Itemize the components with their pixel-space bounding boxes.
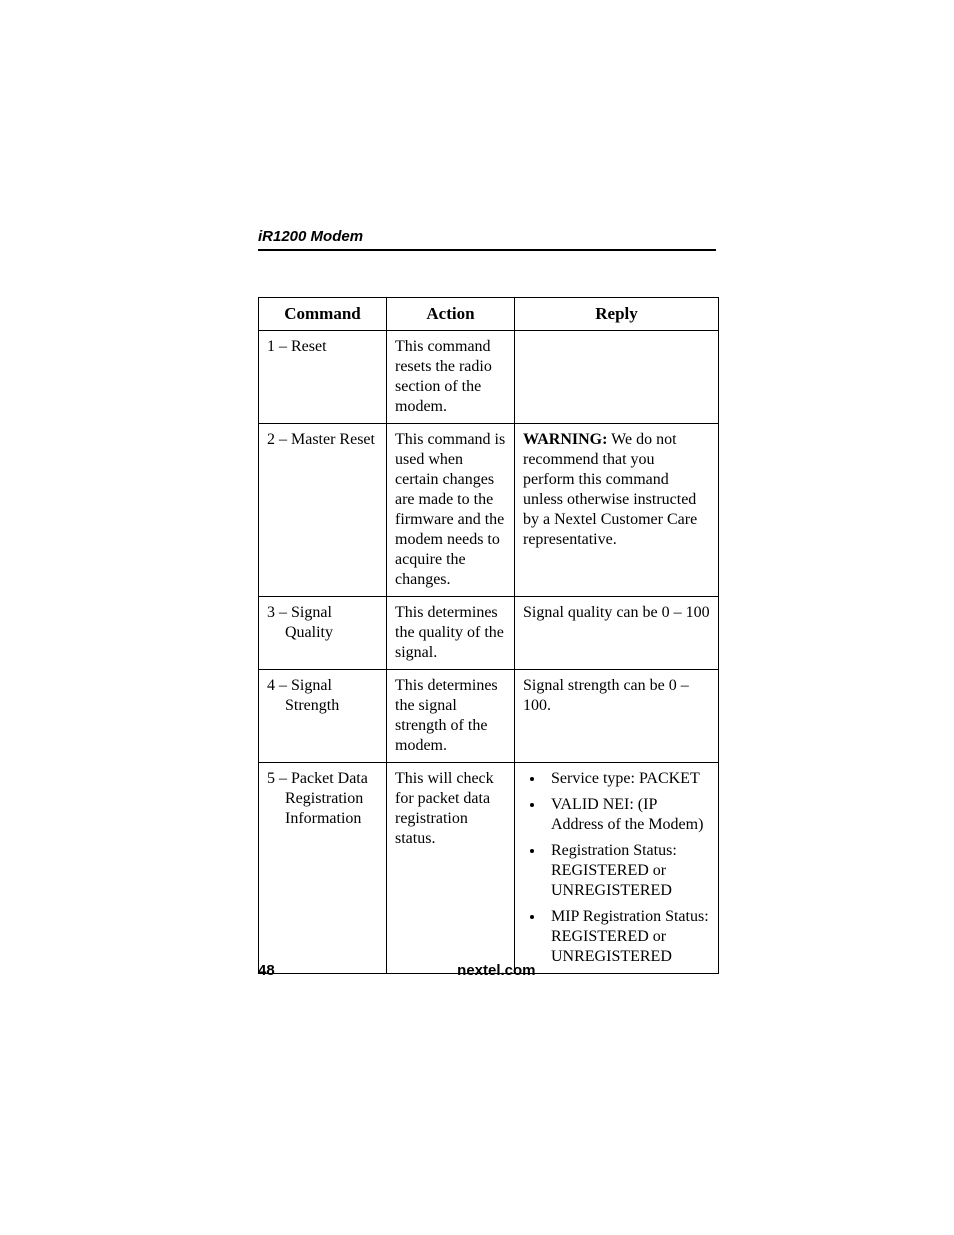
cmd-line: 4 – Signal — [267, 677, 332, 694]
table-row: 4 – Signal Strength This determines the … — [259, 670, 719, 763]
table-row: 2 – Master Reset This command is used wh… — [259, 424, 719, 597]
table-row: 1 – Reset This command resets the radio … — [259, 331, 719, 424]
page-number: 48 — [258, 962, 275, 979]
cell-reply: WARNING: We do not recommend that you pe… — [515, 424, 719, 597]
cell-action: This command is used when certain change… — [387, 424, 515, 597]
th-action: Action — [387, 298, 515, 331]
cmd-line: 3 – Signal — [267, 604, 332, 621]
cmd-line: Quality — [267, 623, 378, 643]
cell-command: 1 – Reset — [259, 331, 387, 424]
cmd-line: Strength — [267, 696, 378, 716]
cmd-line: Information — [267, 809, 378, 829]
th-reply: Reply — [515, 298, 719, 331]
footer: 48 nextel.com — [258, 962, 718, 979]
warning-label: WARNING: — [523, 431, 607, 448]
cmd-line: 5 – Packet Data — [267, 770, 368, 787]
list-item: VALID NEI: (IP Address of the Modem) — [545, 795, 710, 835]
cell-command: 2 – Master Reset — [259, 424, 387, 597]
cmd-line: Registration — [267, 789, 378, 809]
list-item: Service type: PACKET — [545, 769, 710, 789]
footer-site: nextel.com — [258, 962, 718, 979]
cell-action: This determines the quality of the signa… — [387, 597, 515, 670]
list-item: Registration Status: REGISTERED or UNREG… — [545, 841, 710, 901]
table-row: 3 – Signal Quality This determines the q… — [259, 597, 719, 670]
cell-reply: Signal quality can be 0 – 100 — [515, 597, 719, 670]
cell-action: This command resets the radio section of… — [387, 331, 515, 424]
commands-table: Command Action Reply 1 – Reset This comm… — [258, 297, 719, 974]
header-title: iR1200 Modem — [258, 228, 716, 245]
cell-command: 3 – Signal Quality — [259, 597, 387, 670]
cell-command: 4 – Signal Strength — [259, 670, 387, 763]
warning-text: We do not recommend that you perform thi… — [523, 431, 697, 548]
cell-reply: Service type: PACKET VALID NEI: (IP Addr… — [515, 763, 719, 974]
reply-list: Service type: PACKET VALID NEI: (IP Addr… — [523, 769, 710, 967]
cell-reply: Signal strength can be 0 – 100. — [515, 670, 719, 763]
cell-action: This will check for packet data registra… — [387, 763, 515, 974]
page: iR1200 Modem Command Action Reply 1 – Re… — [0, 0, 954, 1235]
list-item: MIP Registration Status: REGISTERED or U… — [545, 907, 710, 967]
th-command: Command — [259, 298, 387, 331]
cell-command: 5 – Packet Data Registration Information — [259, 763, 387, 974]
cell-reply — [515, 331, 719, 424]
cell-action: This determines the signal strength of t… — [387, 670, 515, 763]
table-header-row: Command Action Reply — [259, 298, 719, 331]
header-rule — [258, 249, 716, 251]
table-row: 5 – Packet Data Registration Information… — [259, 763, 719, 974]
